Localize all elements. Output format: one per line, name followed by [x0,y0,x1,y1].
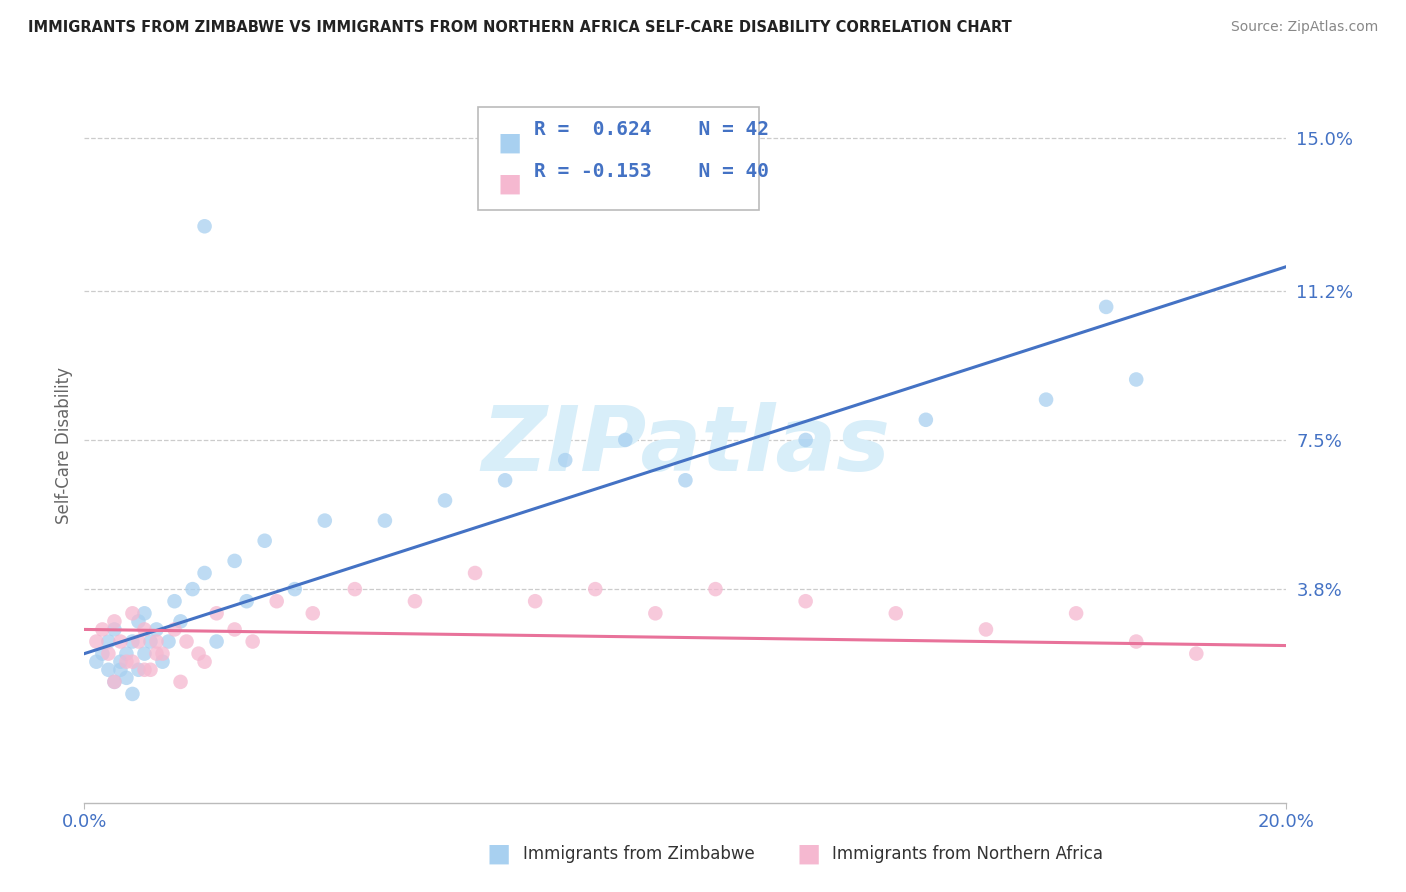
Point [86,634,108,648]
Point [103,674,125,689]
Point [194,566,217,580]
Point [97,634,120,648]
Text: Immigrants from Northern Africa: Immigrants from Northern Africa [832,845,1104,863]
Point [583,582,606,596]
Point [301,607,323,621]
Point [675,473,697,487]
Point [110,655,132,669]
Point [1064,607,1087,621]
Point [194,655,217,669]
Point [121,655,143,669]
Point [494,473,516,487]
Point [145,623,167,637]
Point [134,623,156,637]
Point [110,663,132,677]
Point [187,647,209,661]
Point [224,554,246,568]
Point [404,594,426,608]
Text: Source: ZipAtlas.com: Source: ZipAtlas.com [1230,20,1378,34]
Point [1185,647,1208,661]
Point [169,615,191,629]
Point [115,655,138,669]
Point [374,514,396,528]
Point [152,655,174,669]
Point [134,647,156,661]
Point [115,647,138,661]
Point [152,647,174,661]
Point [139,634,162,648]
Text: ▪: ▪ [796,835,821,872]
Point [242,634,264,648]
Point [1125,634,1147,648]
Text: ▪: ▪ [496,165,523,203]
Point [91,623,114,637]
Point [915,413,938,427]
Point [224,623,246,637]
Text: IMMIGRANTS FROM ZIMBABWE VS IMMIGRANTS FROM NORTHERN AFRICA SELF-CARE DISABILITY: IMMIGRANTS FROM ZIMBABWE VS IMMIGRANTS F… [28,20,1012,35]
Point [163,594,186,608]
Point [91,647,114,661]
Point [127,615,149,629]
Point [139,663,162,677]
Text: R = -0.153    N = 40: R = -0.153 N = 40 [534,162,769,181]
Point [974,623,997,637]
Point [1095,300,1118,314]
Point [644,607,666,621]
Point [163,623,186,637]
Point [169,674,191,689]
Point [103,623,125,637]
Text: ▪: ▪ [496,123,523,161]
Point [121,607,143,621]
Point [176,634,198,648]
Point [134,607,156,621]
Point [86,655,108,669]
Point [235,594,257,608]
Point [127,634,149,648]
Point [97,663,120,677]
Point [704,582,727,596]
Point [794,433,817,447]
Text: ▪: ▪ [486,835,512,872]
Point [253,533,276,548]
Point [884,607,907,621]
Point [614,433,637,447]
Text: Immigrants from Zimbabwe: Immigrants from Zimbabwe [523,845,755,863]
Point [794,594,817,608]
Point [121,634,143,648]
Point [127,663,149,677]
Point [103,615,125,629]
Point [1035,392,1057,407]
Point [115,671,138,685]
Point [145,647,167,661]
Point [434,493,457,508]
Point [121,687,143,701]
Point [205,607,228,621]
Point [554,453,576,467]
Point [194,219,217,234]
Point [464,566,486,580]
Point [157,634,180,648]
Point [110,634,132,648]
Text: ZIPatlas: ZIPatlas [481,402,890,490]
Point [97,647,120,661]
Point [266,594,288,608]
Point [343,582,366,596]
Point [1125,372,1147,386]
Y-axis label: Self-Care Disability: Self-Care Disability [55,368,73,524]
Point [205,634,228,648]
Point [524,594,547,608]
Point [103,674,125,689]
Point [181,582,204,596]
Point [284,582,307,596]
Point [314,514,336,528]
Text: R =  0.624    N = 42: R = 0.624 N = 42 [534,120,769,139]
Point [145,634,167,648]
Point [134,663,156,677]
